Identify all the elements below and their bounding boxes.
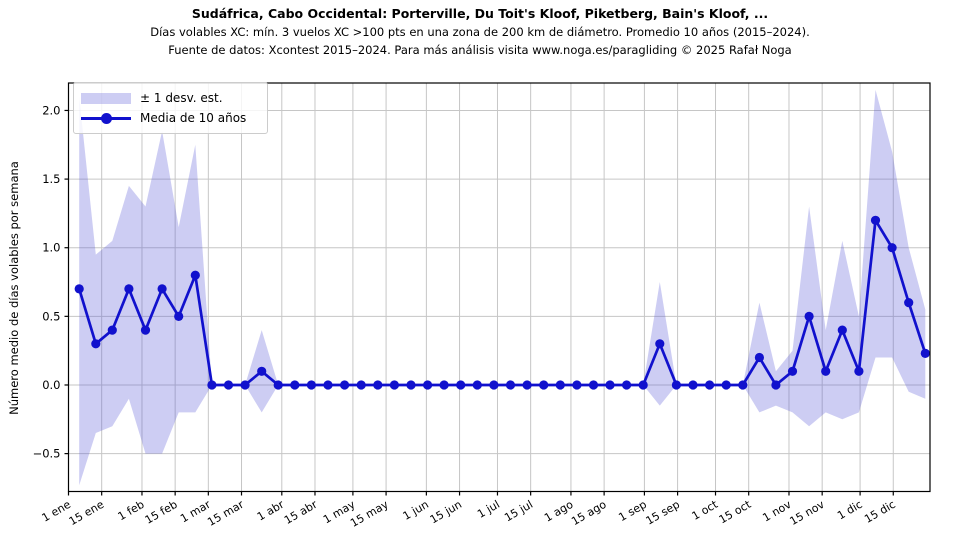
x-tick-label: 15 dic: [862, 498, 898, 526]
data-source-note: Fuente de datos: Xcontest 2015–2024. Par…: [168, 43, 792, 57]
x-tick-label: 15 ene: [67, 498, 107, 528]
data-point-marker: [439, 380, 449, 390]
data-point-marker: [107, 325, 117, 335]
x-tick-label: 15 jul: [502, 498, 535, 525]
y-axis-label: Número medio de días volables por semana: [7, 161, 21, 415]
std-band-polygon: [79, 89, 926, 486]
x-tick-label: 15 oct: [717, 498, 754, 527]
data-point-marker: [74, 284, 84, 294]
y-tick-label: 1.0: [42, 241, 60, 255]
std-band-area: [79, 89, 926, 486]
data-point-marker: [754, 352, 765, 363]
x-tick-label: 1 abr: [255, 498, 287, 524]
data-point-marker: [787, 366, 798, 376]
data-point-marker: [323, 380, 333, 390]
x-tick-label: 1 dic: [835, 498, 865, 523]
data-point-marker: [555, 380, 565, 390]
data-point-marker: [472, 380, 482, 390]
data-point-marker: [505, 380, 516, 390]
data-point-marker: [273, 380, 283, 390]
data-point-marker: [174, 311, 184, 321]
x-tick-label: 1 jul: [475, 498, 502, 521]
x-tick-label: 15 ago: [569, 498, 609, 528]
x-tick-label: 15 jun: [428, 498, 464, 527]
data-point-marker: [223, 380, 234, 390]
legend-box: ± 1 desv. est. Media de 10 años: [73, 82, 268, 134]
band-swatch-icon: [81, 92, 131, 104]
plot-border: [67, 82, 931, 493]
y-tick-label: 0.0: [42, 378, 60, 392]
data-point-marker: [406, 380, 416, 390]
data-point-marker: [389, 380, 399, 390]
data-point-marker: [290, 380, 300, 390]
data-point-marker: [904, 298, 914, 308]
data-point-marker: [638, 380, 648, 390]
page-subtitle: Días volables XC: mín. 3 vuelos XC >100 …: [150, 25, 810, 39]
data-point-marker: [240, 380, 250, 390]
data-point-marker: [588, 380, 599, 390]
y-tick-label: 0.5: [42, 309, 60, 323]
data-point-marker: [356, 380, 366, 390]
axes-frame: [64, 82, 931, 496]
x-tick-label: 15 may: [348, 498, 391, 530]
data-point-marker: [190, 270, 200, 280]
data-point-marker: [804, 311, 814, 321]
data-point-marker: [373, 380, 383, 390]
data-point-marker: [738, 380, 748, 390]
data-point-marker: [671, 380, 682, 390]
x-tick-label: 1 sep: [616, 498, 648, 524]
data-point-marker: [688, 380, 698, 390]
y-tick-label: −0.5: [33, 447, 61, 461]
data-point-marker: [870, 215, 881, 225]
data-point-marker: [771, 380, 781, 390]
data-point-marker: [157, 284, 167, 294]
page-title: Sudáfrica, Cabo Occidental: Porterville,…: [191, 6, 769, 21]
y-tick-label: 1.5: [42, 172, 60, 186]
data-point-marker: [257, 366, 267, 376]
mean-line: [77, 218, 927, 387]
data-point-marker: [821, 366, 831, 376]
data-point-marker: [124, 284, 134, 294]
legend-item-line: Media de 10 años: [81, 108, 259, 128]
x-tick-label: 1 oct: [690, 498, 721, 523]
x-tick-label: 15 nov: [788, 498, 828, 528]
x-tick-label: 15 sep: [644, 498, 683, 528]
data-point-marker: [306, 380, 316, 390]
data-point-marker: [423, 380, 433, 390]
legend-item-band: ± 1 desv. est.: [81, 88, 259, 108]
data-point-marker: [207, 380, 217, 390]
data-point-marker: [572, 380, 582, 390]
data-point-marker: [920, 348, 930, 358]
x-tick-label: 15 abr: [282, 498, 320, 527]
data-point-marker: [522, 380, 532, 390]
mean-line-series: [74, 215, 930, 390]
data-point-marker: [705, 380, 715, 390]
data-point-marker: [91, 339, 101, 349]
data-point-marker: [539, 380, 549, 390]
data-point-marker: [655, 339, 665, 349]
data-point-marker: [340, 380, 350, 390]
x-tick-label: 15 feb: [143, 498, 180, 527]
data-point-marker: [854, 366, 864, 376]
line-swatch-icon: [81, 112, 131, 124]
data-point-marker: [721, 380, 731, 390]
y-tick-label: 2.0: [42, 103, 60, 117]
x-tick-label: 1 feb: [116, 498, 147, 523]
data-point-marker: [489, 380, 499, 390]
legend-line-label: Media de 10 años: [140, 111, 247, 125]
data-point-marker: [140, 325, 151, 335]
legend-band-label: ± 1 desv. est.: [140, 91, 223, 105]
data-point-marker: [622, 380, 632, 390]
data-point-marker: [837, 325, 847, 335]
x-tick-label: 1 jun: [401, 498, 431, 523]
chart-header: Sudáfrica, Cabo Occidental: Porterville,…: [0, 5, 960, 59]
data-point-marker: [887, 243, 897, 253]
x-tick-label: 15 mar: [205, 498, 246, 529]
data-point-marker: [456, 380, 466, 390]
data-point-marker: [605, 380, 615, 390]
